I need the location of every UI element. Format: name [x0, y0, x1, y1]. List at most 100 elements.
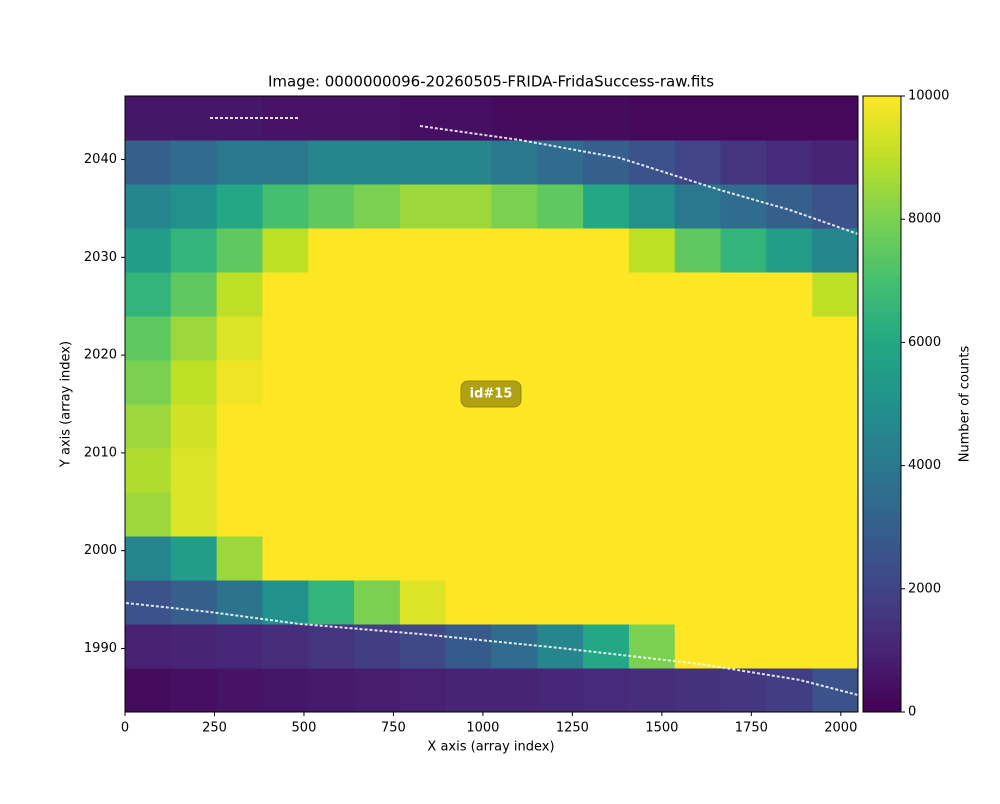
heatmap-cell: [216, 228, 263, 273]
heatmap-cell: [125, 668, 172, 713]
colorbar-segment: [863, 533, 901, 541]
colorbar-segment: [863, 644, 901, 651]
heatmap-cell: [628, 404, 676, 449]
colorbar-segment: [863, 206, 901, 214]
colorbar-segment: [863, 416, 901, 423]
colorbar-segment: [863, 693, 901, 701]
heatmap-cell: [812, 536, 859, 581]
heatmap-cell: [125, 272, 172, 317]
heatmap-cell: [445, 140, 492, 185]
heatmap-cell: [766, 140, 813, 185]
colorbar-segment: [863, 410, 901, 417]
heatmap-cell: [674, 492, 722, 537]
heatmap-cell: [125, 228, 172, 273]
colorbar-segment: [863, 675, 901, 682]
heatmap-cell: [766, 492, 813, 537]
colorbar-segment: [863, 213, 901, 220]
heatmap-cell: [399, 624, 447, 669]
heatmap-cell: [262, 360, 309, 405]
heatmap-cell: [262, 184, 309, 229]
colorbar-segment: [863, 699, 901, 707]
heatmap-cell: [170, 624, 218, 669]
colorbar-segment: [863, 379, 901, 387]
heatmap-cell: [354, 580, 401, 625]
colorbar-segment: [863, 182, 901, 189]
heatmap-cell: [628, 96, 676, 141]
heatmap-cell: [766, 536, 813, 581]
colorbar-segment: [863, 440, 901, 448]
colorbar-segment: [863, 280, 901, 288]
heatmap-cell: [766, 184, 813, 229]
heatmap-cell: [491, 96, 538, 141]
colorbar-segment: [863, 268, 901, 276]
heatmap-cell: [812, 140, 859, 185]
heatmap-cell: [125, 580, 172, 625]
heatmap-cell: [766, 272, 813, 317]
colorbar-segment: [863, 447, 901, 454]
heatmap-cell: [262, 228, 309, 273]
heatmap-cell: [674, 360, 722, 405]
colorbar-segment: [863, 490, 901, 497]
colorbar-segment: [863, 477, 901, 485]
colorbar-segment: [863, 348, 901, 356]
heatmap-cell: [720, 184, 767, 229]
colorbar-segment: [863, 342, 901, 350]
heatmap-cell: [674, 184, 722, 229]
heatmap-cell: [628, 448, 676, 493]
heatmap-cell: [674, 536, 722, 581]
heatmap-cell: [216, 140, 263, 185]
heatmap-cell: [308, 404, 355, 449]
y-tick-label: 2020: [84, 348, 117, 363]
heatmap-cell: [491, 536, 538, 581]
heatmap-cell: [445, 272, 492, 317]
heatmap-cell: [445, 492, 492, 537]
heatmap-cell: [399, 448, 447, 493]
colorbar-segment: [863, 286, 901, 294]
colorbar-label: Number of counts: [958, 346, 973, 463]
heatmap-cell: [720, 580, 767, 625]
heatmap-cell: [491, 448, 538, 493]
colorbar-segment: [863, 231, 901, 239]
colorbar-segment: [863, 594, 901, 602]
heatmap-cell: [125, 140, 172, 185]
colorbar-segment: [863, 619, 901, 627]
colorbar-segment: [863, 274, 901, 282]
heatmap-cell: [628, 360, 676, 405]
heatmap-cell: [628, 580, 676, 625]
colorbar-segment: [863, 219, 901, 226]
heatmap-cell: [491, 404, 538, 449]
heatmap-cell: [354, 404, 401, 449]
heatmap-cell: [720, 228, 767, 273]
heatmap-cell: [354, 668, 401, 713]
heatmap-cell: [399, 492, 447, 537]
colorbar-segment: [863, 613, 901, 621]
heatmap-cell: [216, 448, 263, 493]
colorbar-tick-label: 10000: [908, 89, 949, 104]
colorbar-segment: [863, 588, 901, 596]
colorbar-segment: [863, 521, 901, 528]
heatmap-cell: [216, 580, 263, 625]
colorbar-segment: [863, 102, 901, 109]
heatmap-cell: [812, 184, 859, 229]
heatmap-cell: [308, 184, 355, 229]
colorbar-segment: [863, 484, 901, 491]
heatmap-cell: [445, 228, 492, 273]
colorbar-tick-label: 4000: [908, 458, 941, 473]
plot-frame: [124, 95, 859, 713]
heatmap-cell: [537, 184, 584, 229]
heatmap-cell: [216, 184, 263, 229]
colorbar-segment: [863, 527, 901, 534]
heatmap-cell: [262, 536, 309, 581]
colorbar-segment: [863, 176, 901, 183]
colorbar-segment: [863, 668, 901, 676]
heatmap-cell: [445, 184, 492, 229]
heatmap-cell: [537, 272, 584, 317]
heatmap-cell: [216, 360, 263, 405]
trace-line: [419, 125, 859, 235]
colorbar-tick-label: 2000: [908, 581, 941, 596]
heatmap-cell: [583, 360, 630, 405]
colorbar-segment: [863, 317, 901, 325]
heatmap-cell: [583, 404, 630, 449]
heatmap-cell: [399, 184, 447, 229]
